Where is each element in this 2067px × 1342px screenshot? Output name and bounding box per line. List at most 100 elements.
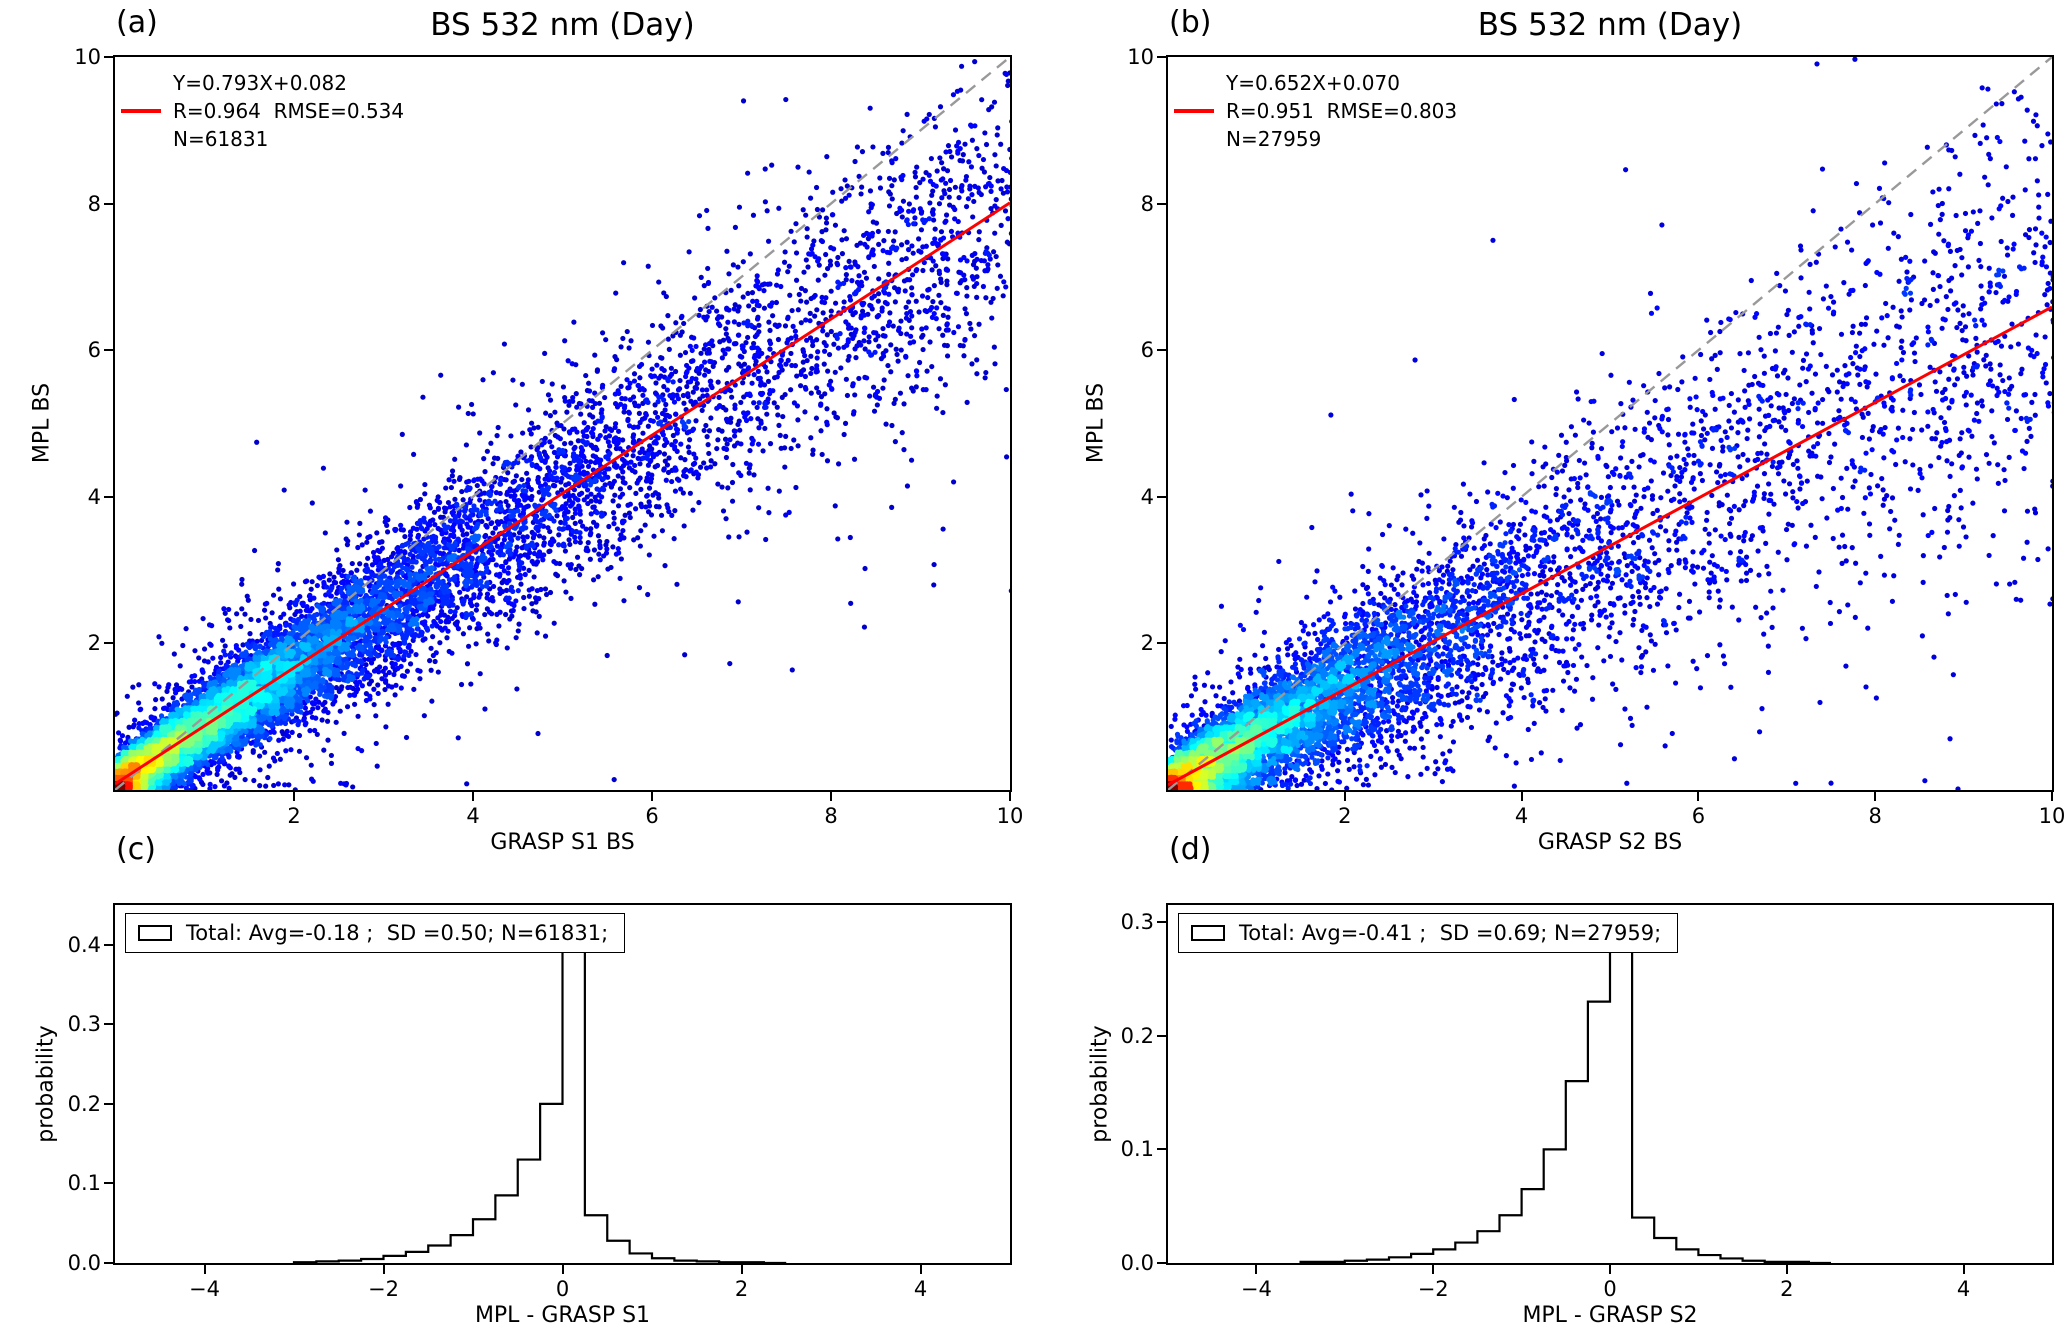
- y-tick-mark: [1157, 202, 1166, 205]
- x-tick-label: 2: [1780, 1277, 1794, 1301]
- y-tick-label: 0.0: [1120, 1251, 1154, 1275]
- legend-text-block: Y=0.793X+0.082 R=0.964 RMSE=0.534 N=6183…: [173, 69, 404, 153]
- x-tick-label: 8: [824, 804, 838, 828]
- panel-letter-a: (a): [116, 5, 158, 40]
- legend-d: Total: Avg=-0.41 ; SD =0.69; N=27959;: [1178, 913, 1679, 953]
- y-tick-label: 8: [87, 191, 101, 216]
- hist-step-swatch: [138, 925, 172, 941]
- x-tick-label: 2: [1338, 804, 1352, 828]
- y-tick-label: 0.1: [1120, 1137, 1154, 1162]
- y-tick-mark: [1157, 495, 1166, 498]
- scatter-panel-a: Y=0.793X+0.082 R=0.964 RMSE=0.534 N=6183…: [74, 45, 1023, 828]
- x-tick-label: 10: [2038, 804, 2066, 828]
- legend-b: Y=0.652X+0.070 R=0.951 RMSE=0.803 N=2795…: [1174, 69, 1457, 153]
- y-tick-mark: [1157, 921, 1166, 924]
- x-tick-mark: [651, 792, 653, 801]
- y-tick-mark: [104, 56, 113, 58]
- legend-text-block: Y=0.652X+0.070 R=0.951 RMSE=0.803 N=2795…: [1226, 69, 1457, 153]
- y-tick-label: 8: [1140, 191, 1154, 216]
- y-tick-label: 0.2: [1120, 1023, 1154, 1048]
- panel-letter-b: (b): [1169, 5, 1212, 40]
- panel-letter-d: (d): [1169, 832, 1212, 867]
- legend-n: N=27959: [1226, 127, 1322, 151]
- x-tick-mark: [382, 1265, 385, 1274]
- x-tick-mark: [2051, 792, 2053, 801]
- x-tick-mark: [1697, 792, 1700, 801]
- legend-fit-equation: Y=0.793X+0.082: [173, 71, 347, 95]
- scatter-canvas-a: [115, 57, 1010, 790]
- y-tick-label: 0.2: [67, 1091, 101, 1116]
- y-tick-mark: [1157, 1262, 1166, 1264]
- y-tick-label: 6: [1140, 338, 1154, 363]
- x-tick-label: 4: [1514, 804, 1529, 828]
- x-axis-label-c: MPL - GRASP S1: [474, 1303, 651, 1328]
- x-tick-mark: [830, 792, 832, 801]
- x-tick-label: 4: [913, 1277, 928, 1301]
- legend-c: Total: Avg=-0.18 ; SD =0.50; N=61831;: [125, 913, 626, 953]
- x-tick-label: 6: [645, 804, 659, 828]
- x-axis-label-d: MPL - GRASP S2: [1522, 1303, 1698, 1328]
- y-tick-label: 10: [1127, 45, 1154, 69]
- y-tick-mark: [104, 349, 113, 352]
- x-tick-label: −4: [1240, 1277, 1272, 1301]
- x-tick-label: 4: [1956, 1277, 1971, 1301]
- y-tick-mark: [104, 1023, 113, 1026]
- y-tick-mark: [104, 642, 113, 645]
- legend-a: Y=0.793X+0.082 R=0.964 RMSE=0.534 N=6183…: [121, 69, 404, 153]
- hist-step-swatch: [1191, 925, 1225, 941]
- y-tick-label: 10: [74, 45, 101, 69]
- y-axis-label-c: probability: [33, 1025, 59, 1143]
- x-tick-mark: [1609, 1265, 1611, 1274]
- x-tick-label: 6: [1691, 804, 1706, 828]
- x-tick-mark: [561, 1265, 564, 1274]
- plot-title-b: BS 532 nm (Day): [1477, 7, 1743, 43]
- hist-panel-d: Total: Avg=-0.41 ; SD =0.69; N=27959; −4…: [1121, 903, 2054, 1301]
- x-tick-mark: [293, 792, 295, 801]
- x-tick-mark: [1520, 792, 1523, 801]
- legend-r-rmse: R=0.964 RMSE=0.534: [173, 99, 405, 123]
- hist-panel-c: Total: Avg=-0.18 ; SD =0.50; N=61831; −4…: [68, 903, 1012, 1301]
- y-axis-label-b: MPL BS: [1083, 382, 1109, 464]
- y-tick-mark: [104, 943, 113, 946]
- y-tick-mark: [104, 495, 113, 498]
- legend-fit-equation: Y=0.652X+0.070: [1226, 71, 1400, 95]
- y-tick-mark: [1157, 1148, 1166, 1151]
- x-tick-label: 0: [1603, 1277, 1617, 1301]
- x-tick-mark: [1255, 1265, 1258, 1274]
- y-tick-label: 0.3: [1120, 910, 1154, 935]
- y-tick-label: 0.3: [67, 1012, 101, 1037]
- x-tick-label: 10: [996, 804, 1024, 828]
- legend-summary: Total: Avg=-0.41 ; SD =0.69; N=27959;: [1239, 921, 1662, 945]
- scatter-canvas-b: [1168, 57, 2052, 790]
- y-tick-mark: [104, 1182, 113, 1185]
- y-tick-label: 2: [1140, 631, 1154, 656]
- y-tick-mark: [104, 202, 113, 205]
- y-tick-mark: [1157, 1034, 1166, 1037]
- x-tick-label: 2: [287, 804, 301, 828]
- x-tick-mark: [919, 1265, 922, 1274]
- legend-n: N=61831: [173, 127, 269, 151]
- x-tick-label: 0: [555, 1277, 570, 1301]
- y-tick-label: 0.1: [67, 1171, 101, 1196]
- y-tick-label: 6: [87, 338, 101, 363]
- y-tick-mark: [1157, 642, 1166, 645]
- x-tick-mark: [472, 792, 474, 801]
- x-tick-mark: [203, 1265, 206, 1274]
- y-tick-mark: [1157, 56, 1166, 58]
- fit-line-swatch: [121, 109, 161, 113]
- y-tick-label: 4: [87, 484, 101, 509]
- hist-canvas-d: [1168, 905, 2052, 1263]
- y-tick-mark: [1157, 349, 1166, 352]
- y-tick-label: 4: [1140, 484, 1154, 509]
- legend-summary: Total: Avg=-0.18 ; SD =0.50; N=61831;: [186, 921, 609, 945]
- y-tick-mark: [104, 1262, 113, 1264]
- y-tick-mark: [104, 1102, 113, 1105]
- x-tick-mark: [1343, 792, 1346, 801]
- x-tick-mark: [1874, 792, 1877, 801]
- x-tick-label: 2: [734, 1277, 749, 1301]
- x-axis-label-a: GRASP S1 BS: [490, 830, 635, 855]
- x-tick-mark: [1009, 792, 1011, 801]
- panel-letter-c: (c): [116, 832, 156, 867]
- y-tick-label: 0.4: [67, 932, 101, 957]
